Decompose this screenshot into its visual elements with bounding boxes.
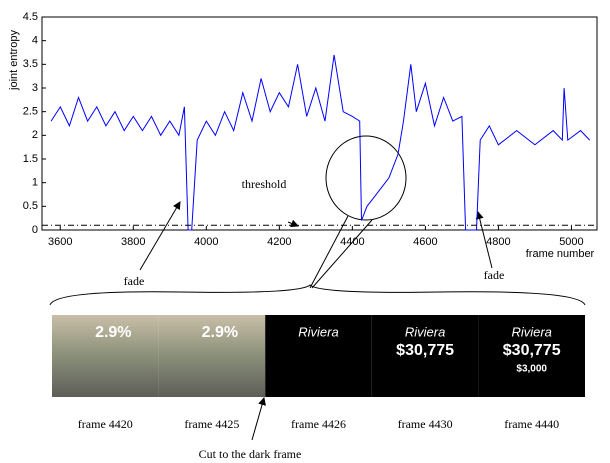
connector	[310, 216, 348, 288]
y-tick-label: 3	[32, 82, 38, 94]
y-axis-label: joint entropy	[8, 30, 20, 91]
x-tick-label: 4200	[267, 236, 291, 248]
x-tick-label: 4600	[413, 236, 437, 248]
x-tick-label: 4000	[194, 236, 218, 248]
frame-label: frame 4430	[398, 417, 453, 431]
frame-label: frame 4420	[78, 417, 133, 431]
frame-label: frame 4440	[504, 417, 559, 431]
y-tick-label: 0	[32, 224, 38, 236]
frame-text: $30,775	[503, 342, 561, 359]
y-tick-label: 3.5	[23, 58, 38, 70]
y-tick-label: 2.5	[23, 106, 38, 118]
frame-text: 2.9%	[202, 324, 238, 341]
frame-label: frame 4425	[184, 417, 239, 431]
frame-text: Riviera	[405, 324, 445, 339]
x-tick-label: 4800	[486, 236, 510, 248]
frame-text: $3,000	[516, 364, 547, 375]
y-tick-label: 4.5	[23, 11, 38, 23]
annotation: fade	[124, 274, 145, 288]
y-tick-label: 4	[32, 35, 38, 47]
zoom-circle	[326, 136, 406, 220]
frame-text: $30,775	[396, 342, 454, 359]
x-tick-label: 5000	[559, 236, 583, 248]
y-tick-label: 0.5	[23, 200, 38, 212]
arrow	[140, 202, 180, 270]
x-tick-label: 3600	[48, 236, 72, 248]
x-tick-label: 3800	[121, 236, 145, 248]
frame-text: Riviera	[298, 324, 338, 339]
frame-text: Riviera	[511, 324, 551, 339]
caption: Cut to the dark frame	[199, 447, 302, 461]
plot-frame	[42, 17, 597, 230]
brace	[50, 285, 585, 305]
y-tick-label: 2	[32, 129, 38, 141]
x-tick-label: 4400	[340, 236, 364, 248]
arrow	[252, 398, 264, 440]
figure: joint entropy frame number fade fade thr…	[0, 0, 610, 463]
annotation: fade	[484, 268, 505, 282]
y-tick-label: 1.5	[23, 153, 38, 165]
y-tick-label: 1	[32, 177, 38, 189]
frame-label: frame 4426	[291, 417, 346, 431]
frame-text: 2.9%	[95, 324, 131, 341]
x-axis-label: frame number	[526, 248, 595, 260]
annotation: threshold	[242, 177, 287, 191]
entropy-line	[51, 55, 590, 230]
